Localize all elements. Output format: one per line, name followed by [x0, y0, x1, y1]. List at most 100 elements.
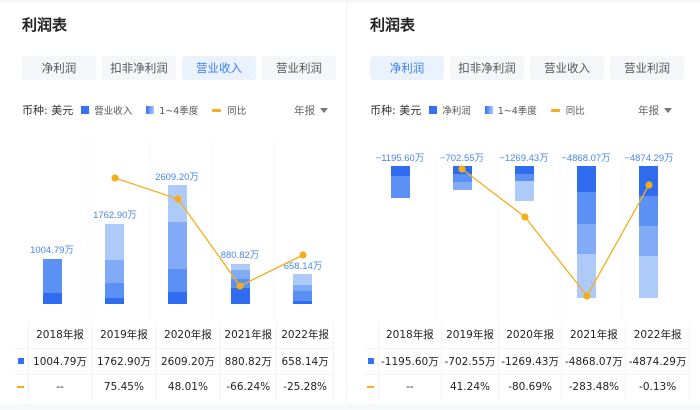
svg-text:−702.55万: −702.55万 [440, 153, 484, 164]
legend-item-quarters[interactable]: 1~4季度 [146, 103, 198, 117]
table-cell: -25.28% [276, 373, 334, 400]
revenue-chart-svg: 1004.79万 1762.90万 2609.20万 880.82万 658.1… [30, 140, 323, 320]
bar-2019[interactable] [105, 224, 124, 304]
tab-deducted-net-profit[interactable]: 扣非净利润 [450, 56, 524, 80]
col-header: 2021年报 [561, 322, 627, 349]
square-icon [429, 106, 438, 114]
bar-2021[interactable] [577, 166, 596, 298]
gradient-square-icon [146, 106, 155, 114]
col-header: 2019年报 [91, 322, 157, 349]
svg-text:2609.20万: 2609.20万 [155, 172, 199, 183]
caret-down-icon [320, 107, 328, 113]
col-header: 2020年报 [497, 322, 563, 349]
metric-tabs: 净利润 扣非净利润 营业收入 营业利润 [22, 56, 336, 80]
tab-net-profit[interactable]: 净利润 [370, 56, 444, 80]
table-cell: -4874.29万 [625, 347, 690, 375]
svg-text:1004.79万: 1004.79万 [30, 245, 74, 256]
col-header: 2020年报 [155, 322, 221, 349]
bar-2018[interactable] [391, 166, 410, 198]
panel-title: 利润表 [22, 16, 68, 34]
tab-net-profit[interactable]: 净利润 [22, 56, 96, 80]
square-icon [367, 358, 374, 364]
table-row-values: -1195.60万 -702.55万 -1269.43万 -4868.07万 -… [364, 347, 690, 375]
legend-item-yoy[interactable]: 同比 [550, 103, 585, 117]
table-cell: 880.82万 [219, 347, 278, 375]
income-statement-panel-net-profit: 利润表 净利润 扣非净利润 营业收入 营业利润 币种: 美元 净利润 1~4季度… [350, 0, 690, 410]
net-profit-data-table: 2018年报 2019年报 2020年报 2021年报 2022年报 -1195… [364, 322, 690, 400]
dash-icon [550, 108, 560, 112]
col-header: 2018年报 [27, 322, 93, 349]
bar-2022[interactable] [639, 166, 658, 298]
table-row-values: 1004.79万 1762.90万 2609.20万 880.82万 658.1… [14, 347, 334, 375]
table-cell: -1195.60万 [377, 347, 443, 375]
table-cell: -1269.43万 [497, 347, 563, 375]
table-cell: -0.13% [625, 373, 690, 400]
table-cell: 1762.90万 [91, 347, 157, 375]
tab-operating-profit[interactable]: 营业利润 [610, 56, 684, 80]
caret-down-icon [664, 107, 672, 113]
income-statement-panel-revenue: 利润表 净利润 扣非净利润 营业收入 营业利润 币种: 美元 营业收入 1~4季… [0, 0, 340, 410]
table-header-row: 2018年报 2019年报 2020年报 2021年报 2022年报 [14, 322, 334, 349]
bar-2020[interactable] [515, 166, 534, 201]
square-icon [81, 106, 90, 114]
dash-icon [212, 108, 222, 112]
square-icon [17, 358, 24, 364]
col-header: 2019年报 [441, 322, 499, 349]
svg-text:−1195.60万: −1195.60万 [376, 153, 425, 164]
tab-deducted-net-profit[interactable]: 扣非净利润 [102, 56, 176, 80]
table-cell: 2609.20万 [155, 347, 221, 375]
chart-legend: 币种: 美元 净利润 1~4季度 同比 年报 [370, 102, 682, 118]
svg-text:−1269.43万: −1269.43万 [499, 153, 548, 164]
table-cell: -80.69% [497, 373, 563, 400]
dash-icon [367, 386, 375, 389]
table-header-row: 2018年报 2019年报 2020年报 2021年报 2022年报 [364, 322, 690, 349]
legend-item-revenue[interactable]: 营业收入 [81, 103, 132, 117]
gradient-square-icon [484, 106, 493, 114]
top-border [0, 0, 700, 2]
svg-text:658.14万: 658.14万 [284, 261, 323, 272]
table-cell: -- [377, 373, 443, 400]
period-dropdown[interactable]: 年报 [638, 103, 672, 118]
panel-divider [346, 0, 347, 410]
legend-item-net-profit[interactable]: 净利润 [429, 103, 471, 117]
table-cell: 1004.79万 [27, 347, 93, 375]
table-cell: 75.45% [91, 373, 157, 400]
legend-item-quarters[interactable]: 1~4季度 [484, 103, 537, 117]
tab-operating-revenue[interactable]: 营业收入 [530, 56, 604, 80]
dash-icon [17, 386, 25, 389]
table-cell: 658.14万 [276, 347, 334, 375]
table-cell: -66.24% [219, 373, 278, 400]
svg-text:−4874.29万: −4874.29万 [624, 153, 673, 164]
net-profit-chart-svg: −1195.60万 −702.55万 −1269.43万 −4868.07万 −… [376, 153, 674, 320]
bottom-border [0, 404, 700, 410]
metric-tabs: 净利润 扣非净利润 营业收入 营业利润 [370, 56, 684, 80]
tab-operating-profit[interactable]: 营业利润 [262, 56, 336, 80]
currency-label: 币种: 美元 [22, 104, 74, 117]
table-row-yoy: -- 75.45% 48.01% -66.24% -25.28% [14, 373, 334, 400]
currency-label: 币种: 美元 [370, 104, 422, 117]
svg-text:−4868.07万: −4868.07万 [561, 153, 610, 164]
legend-item-yoy[interactable]: 同比 [212, 103, 246, 117]
bar-2018[interactable] [43, 259, 62, 304]
svg-text:1762.90万: 1762.90万 [93, 210, 137, 221]
revenue-chart: 1004.79万 1762.90万 2609.20万 880.82万 658.1… [0, 140, 340, 320]
tab-operating-revenue[interactable]: 营业收入 [182, 56, 256, 80]
table-row-yoy: -- 41.24% -80.69% -283.48% -0.13% [364, 373, 690, 400]
table-cell: -4868.07万 [561, 347, 627, 375]
col-header: 2018年报 [377, 322, 443, 349]
svg-text:880.82万: 880.82万 [221, 250, 260, 261]
table-cell: -702.55万 [441, 347, 499, 375]
table-cell: 41.24% [441, 373, 499, 400]
net-profit-chart: −1195.60万 −702.55万 −1269.43万 −4868.07万 −… [350, 140, 690, 320]
panel-title: 利润表 [370, 16, 416, 34]
bar-2022[interactable] [293, 274, 312, 304]
col-header: 2022年报 [276, 322, 334, 349]
col-header: 2021年报 [219, 322, 278, 349]
table-cell: -- [27, 373, 93, 400]
table-cell: 48.01% [155, 373, 221, 400]
chart-legend: 币种: 美元 营业收入 1~4季度 同比 年报 [22, 102, 334, 118]
col-header: 2022年报 [625, 322, 690, 349]
revenue-data-table: 2018年报 2019年报 2020年报 2021年报 2022年报 1004.… [14, 322, 334, 400]
bar-2020[interactable] [168, 185, 187, 304]
period-dropdown[interactable]: 年报 [294, 103, 328, 118]
